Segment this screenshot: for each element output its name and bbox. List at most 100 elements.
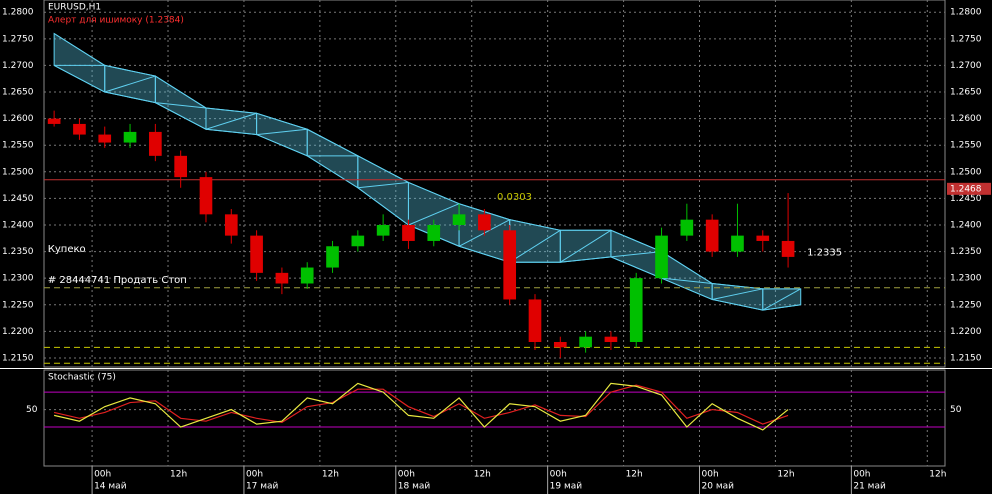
candle-body [73,123,86,135]
x-tick-label: 12h [777,470,794,480]
candle-body [149,131,162,156]
y-tick-label-right: 1.2400 [950,220,982,230]
candle-body [250,235,263,273]
cloud-hatch [155,102,207,109]
y-tick-label: 1.2450 [2,194,34,204]
x-tick-label: 12h [474,470,491,480]
candle-body [427,224,441,241]
y-tick-label-right: 1.2350 [950,247,982,257]
y-tick-label-right: 1.2650 [950,88,982,98]
annotation: 0.0303 [497,192,532,203]
cloud-hatch [509,229,561,263]
cloud-hatch [610,251,662,258]
annotation: 1.2335 [807,248,842,259]
candle-body [452,214,466,225]
y-tick-label: 1.2800 [2,8,34,18]
candle-body [351,235,365,247]
cloud-hatch [762,288,801,311]
candle-body [275,272,289,284]
alert-text: Алерт для ишимоку (1.2384) [48,16,184,26]
x-tick-label: 00h [550,470,567,480]
cloud-hatch [205,112,257,130]
stoch-line [53,384,789,425]
cloud-hatch [408,203,460,226]
chart-title: EURUSD,H1 [48,3,101,13]
x-tick-label: 00h [702,470,719,480]
stoch-title: Stochastic (75) [48,373,116,383]
candle-body [123,131,137,143]
y-tick-label-right: 1.2150 [950,353,982,363]
x-date-label: 17 май [246,482,279,492]
cloud-hatch [712,288,763,300]
candle-body [47,118,61,124]
candle-body [655,235,668,279]
y-tick-label-right: 1.2750 [950,34,982,44]
y-tick-label-right: 1.2500 [950,167,982,177]
y-tick-label: 1.2250 [2,300,34,310]
candle-body [503,230,517,300]
y-tick-label: 1.2600 [2,114,34,124]
y-tick-label: 1.2650 [2,88,34,98]
candle-body [705,219,719,252]
y-tick-label-right: 1.2550 [950,141,982,151]
y-tick-label: 1.2550 [2,141,34,151]
x-tick-label: 12h [322,470,339,480]
candle-body [224,214,238,236]
candle-body [98,134,112,143]
price-marker-box [947,182,991,195]
candle-body [756,235,770,241]
candle-body [553,342,567,348]
price-frame [43,0,946,368]
cloud-edge [53,33,801,290]
cloud-hatch [560,229,612,263]
stoch-tick-label: 50 [26,405,38,415]
candle-body [376,224,390,236]
x-tick-label: 00h [398,470,415,480]
stoch-frame [43,369,946,467]
candle-body [629,278,643,343]
candle-body [731,235,744,252]
x-date-label: 20 май [702,482,735,492]
x-date-label: 18 май [398,482,431,492]
stoch-tick-label-right: 50 [950,405,962,415]
price-marker-label: 1.2468 [950,184,982,194]
candle-body [604,336,618,343]
cloud-hatch [104,75,156,93]
y-tick-label: 1.2700 [2,61,34,71]
y-tick-label-right: 1.2300 [950,274,982,284]
y-tick-label-right: 1.2600 [950,114,982,124]
y-tick-label: 1.2350 [2,247,34,257]
candle-body [579,336,592,348]
cloud-hatch [256,128,308,136]
cloud-hatch [357,181,409,189]
x-date-label: 19 май [550,482,583,492]
y-tick-label: 1.2300 [2,274,34,284]
candle-body [528,299,542,343]
y-tick-label-right: 1.2250 [950,300,982,310]
y-tick-label-right: 1.2700 [950,61,982,71]
candle-body [478,214,491,231]
y-tick-label: 1.2750 [2,34,34,44]
x-tick-label: 00h [94,470,111,480]
y-tick-label-right: 1.2800 [950,8,982,18]
x-tick-label: 00h [246,470,263,480]
x-tick-label: 00h [853,470,870,480]
candle-body [199,177,213,215]
candle-body [300,267,314,284]
annotation: Купеко [48,244,86,255]
y-tick-label: 1.2400 [2,220,34,230]
y-tick-label: 1.2150 [2,353,34,363]
x-date-label: 14 май [94,482,127,492]
x-tick-label: 12h [929,470,946,480]
candle-body [174,155,187,178]
annotation: # 28444741 Продать Стоп [48,275,187,286]
stoch-line [53,382,789,431]
y-tick-label: 1.2500 [2,167,34,177]
cloud-hatch [661,277,713,284]
x-tick-label: 12h [626,470,643,480]
y-tick-label-right: 1.2200 [950,327,982,337]
y-tick-label-right: 1.2450 [950,194,982,204]
x-tick-label: 12h [170,470,187,480]
